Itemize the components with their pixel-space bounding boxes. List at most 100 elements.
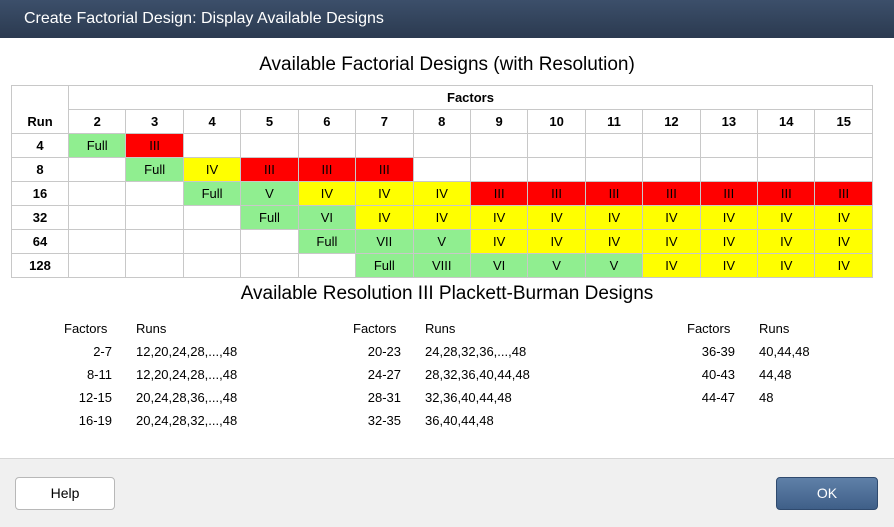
design-cell	[757, 133, 816, 158]
pb-runs-header: Runs	[425, 321, 456, 336]
window-title: Create Factorial Design: Display Availab…	[0, 0, 894, 38]
design-cell	[469, 133, 529, 158]
design-cell: IV	[757, 229, 816, 254]
design-cell: VIII	[412, 253, 471, 278]
design-cell	[125, 205, 184, 230]
design-cell: IV	[469, 229, 529, 254]
design-cell	[412, 157, 471, 182]
factor-column-header: 9	[469, 109, 529, 134]
pb-runs-value: 44,48	[759, 367, 792, 382]
factor-column-header: 10	[527, 109, 586, 134]
design-cell: III	[355, 157, 414, 182]
design-cell: Full	[355, 253, 414, 278]
design-cell: IV	[757, 253, 816, 278]
design-cell: III	[757, 181, 816, 206]
design-cell	[297, 133, 357, 158]
design-cell: IV	[527, 205, 586, 230]
design-cell: Full	[297, 229, 357, 254]
pb-runs-value: 20,24,28,36,...,48	[136, 390, 238, 405]
factor-column-header: 6	[297, 109, 357, 134]
table-row: 16 Full V IV IV IV III III III III III III III	[11, 181, 873, 206]
design-cell: III	[469, 181, 529, 206]
design-cell	[757, 157, 816, 182]
design-cell: IV	[814, 253, 873, 278]
design-cell: IV	[355, 181, 414, 206]
design-cell: IV	[355, 205, 414, 230]
design-cell: V	[240, 181, 299, 206]
pb-factors-value: 36-39	[701, 344, 735, 359]
pb-header-row: Factors Runs	[353, 317, 565, 340]
design-cell	[182, 253, 242, 278]
pb-group: Factors Runs 36-39 40,44,48 40-43 44,48 44-47 4…	[687, 317, 894, 409]
design-cell	[125, 229, 184, 254]
design-cell: IV	[699, 253, 759, 278]
factor-column-header: 14	[757, 109, 816, 134]
design-cell	[240, 229, 299, 254]
design-cell	[584, 157, 644, 182]
pb-group: Factors Runs 20-23 24,28,32,36,...,48 24-27 2…	[353, 317, 565, 432]
pb-runs-value: 36,40,44,48	[425, 413, 494, 428]
pb-row: 20-23 24,28,32,36,...,48	[353, 340, 565, 363]
design-cell	[469, 157, 529, 182]
design-cell	[240, 133, 299, 158]
pb-factors-header: Factors	[64, 321, 108, 336]
design-cell	[699, 133, 759, 158]
table-row: 64 Full VII V IV IV IV IV IV IV IV	[11, 229, 873, 254]
factor-column-header: 4	[182, 109, 242, 134]
factor-column-header: 3	[125, 109, 184, 134]
design-cell: Full	[67, 133, 127, 158]
pb-row: 32-35 36,40,44,48	[353, 409, 565, 432]
pb-runs-value: 24,28,32,36,...,48	[425, 344, 527, 359]
factor-column-header: 5	[240, 109, 299, 134]
run-size-label: 16	[11, 181, 69, 206]
pb-factors-value: 12-15	[78, 390, 112, 405]
design-cell: IV	[412, 205, 471, 230]
design-cell: Full	[182, 181, 242, 206]
pb-runs-value: 40,44,48	[759, 344, 810, 359]
run-size-label: 8	[11, 157, 69, 182]
run-header: Run	[11, 109, 69, 134]
design-cell: IV	[814, 205, 873, 230]
help-button[interactable]: Help	[15, 477, 115, 510]
design-cell	[125, 253, 184, 278]
factors-header: Factors	[68, 85, 873, 110]
design-cell	[527, 157, 586, 182]
design-cell	[67, 181, 127, 206]
run-size-label: 128	[11, 253, 69, 278]
design-cell: IV	[699, 229, 759, 254]
design-cell	[67, 229, 127, 254]
design-cell	[67, 157, 127, 182]
design-cell: Full	[125, 157, 184, 182]
pb-factors-value: 24-27	[367, 367, 401, 382]
design-cell: IV	[584, 229, 644, 254]
factor-column-header: 2	[67, 109, 127, 134]
pb-factors-header: Factors	[687, 321, 731, 336]
design-cell: IV	[642, 205, 701, 230]
pb-factors-value: 2-7	[93, 344, 112, 359]
pb-runs-value: 20,24,28,32,...,48	[136, 413, 238, 428]
pb-factors-header: Factors	[353, 321, 397, 336]
design-cell: VI	[469, 253, 529, 278]
ok-button[interactable]: OK	[776, 477, 878, 510]
factor-column-header: 13	[699, 109, 759, 134]
pb-factors-value: 8-11	[86, 367, 112, 382]
pb-runs-value: 28,32,36,40,44,48	[425, 367, 530, 382]
run-size-label: 32	[11, 205, 69, 230]
design-cell: IV	[642, 229, 701, 254]
pb-row: 2-7 12,20,24,28,...,48	[64, 340, 276, 363]
design-cell	[412, 133, 471, 158]
design-cell	[67, 253, 127, 278]
pb-row: 28-31 32,36,40,44,48	[353, 386, 565, 409]
design-cell	[699, 157, 759, 182]
design-cell: III	[240, 157, 299, 182]
pb-row: 12-15 20,24,28,36,...,48	[64, 386, 276, 409]
design-cell: VII	[355, 229, 414, 254]
pb-factors-value: 40-43	[701, 367, 735, 382]
run-size-label: 64	[11, 229, 69, 254]
design-cell	[355, 133, 414, 158]
pb-factors-value: 20-23	[367, 344, 401, 359]
design-cell: V	[527, 253, 586, 278]
design-cell	[584, 133, 644, 158]
pb-row: 8-11 12,20,24,28,...,48	[64, 363, 276, 386]
pb-runs-header: Runs	[136, 321, 167, 336]
